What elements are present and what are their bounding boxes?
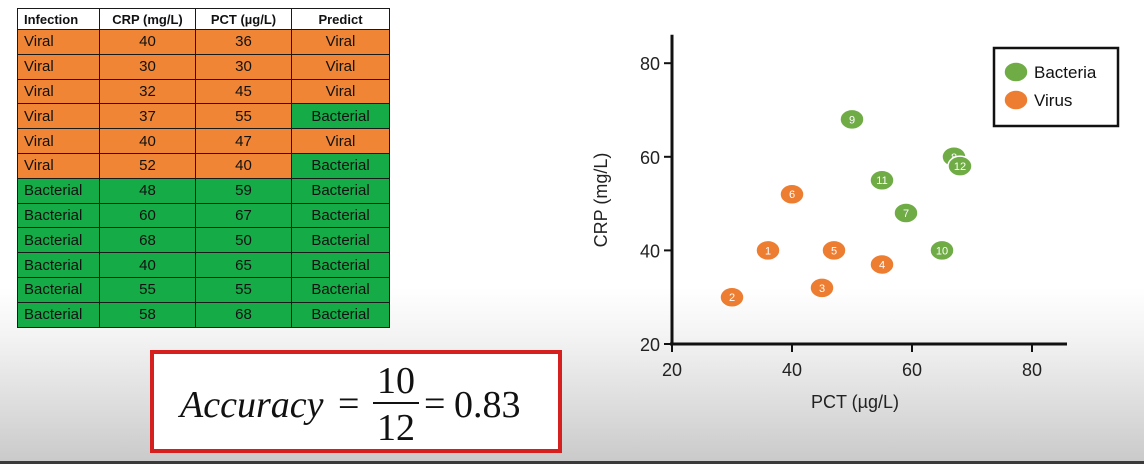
equals-sign: = xyxy=(338,383,360,425)
table-cell: Bacterial xyxy=(17,177,100,204)
table-cell: Viral xyxy=(17,103,100,130)
data-point xyxy=(869,253,895,276)
y-tick-label: 60 xyxy=(640,148,660,168)
x-tick-label: 80 xyxy=(1022,360,1042,380)
table-cell: Bacterial xyxy=(291,202,390,229)
table-cell: Viral xyxy=(17,53,100,80)
table-cell: 50 xyxy=(195,227,292,254)
table-cell: 55 xyxy=(195,276,292,303)
data-point-label: 2 xyxy=(729,292,735,304)
x-tick-label: 20 xyxy=(662,360,682,380)
data-point xyxy=(719,286,745,308)
column-header: PCT (µg/L) xyxy=(195,8,292,30)
x-tick-label: 60 xyxy=(902,360,922,380)
data-point xyxy=(839,108,865,131)
legend-label: Bacteria xyxy=(1034,63,1097,82)
table-cell: Viral xyxy=(17,128,100,154)
table-cell: Viral xyxy=(291,53,390,80)
table-cell: 59 xyxy=(195,177,292,204)
y-tick-label: 20 xyxy=(640,335,660,355)
table-cell: 32 xyxy=(99,78,196,105)
table-cell: 65 xyxy=(195,252,292,278)
table-row: Viral 40 36 Viral xyxy=(17,29,390,55)
accuracy-formula-box: Accuracy = 10 12 = 0.83 xyxy=(150,350,562,453)
data-point xyxy=(821,239,847,262)
table-cell: Viral xyxy=(17,152,100,179)
table-cell: Viral xyxy=(17,78,100,105)
legend-box xyxy=(992,46,1120,128)
table-cell: 37 xyxy=(99,103,196,130)
legend-label: Virus xyxy=(1034,91,1072,110)
data-point-label: 7 xyxy=(903,208,909,220)
data-point-label: 5 xyxy=(831,245,837,257)
data-point xyxy=(947,155,973,177)
fraction-line xyxy=(373,402,419,404)
y-tick-label: 40 xyxy=(640,241,660,261)
table-cell: Viral xyxy=(291,128,390,154)
table-cell: Bacterial xyxy=(291,276,390,303)
data-point-label: 4 xyxy=(879,259,885,271)
table-cell: 55 xyxy=(195,103,292,130)
table-row: Bacterial 40 65 Bacterial xyxy=(17,252,390,278)
data-point xyxy=(929,239,955,262)
bottom-border xyxy=(0,461,1144,464)
table-row: Viral 52 40 Bacterial xyxy=(17,152,390,179)
table-cell: Bacterial xyxy=(17,301,100,328)
data-point-label: 9 xyxy=(849,114,855,126)
data-point xyxy=(809,277,835,299)
table-cell: 47 xyxy=(195,128,292,154)
data-point-label: 11 xyxy=(876,175,887,187)
table-cell: 52 xyxy=(99,152,196,179)
table-row: Viral 37 55 Bacterial xyxy=(17,103,390,130)
table-row: Bacterial 68 50 Bacterial xyxy=(17,227,390,254)
table-cell: 68 xyxy=(99,227,196,254)
y-axis-label: CRP (mg/L) xyxy=(591,153,611,248)
data-point xyxy=(779,183,805,205)
table-cell: 30 xyxy=(99,53,196,80)
data-point-label: 3 xyxy=(819,283,825,295)
legend-marker xyxy=(1003,89,1029,111)
table-cell: 60 xyxy=(99,202,196,229)
accuracy-result: 0.83 xyxy=(454,384,521,426)
y-tick-label: 80 xyxy=(640,54,660,74)
table-cell: Bacterial xyxy=(17,227,100,254)
table-cell: Bacterial xyxy=(291,152,390,179)
equals-sign: = xyxy=(424,383,446,425)
table-row: Viral 30 30 Viral xyxy=(17,53,390,80)
table-cell: Bacterial xyxy=(291,252,390,278)
data-table: Infection CRP (mg/L) PCT (µg/L) Predict Vir… xyxy=(17,8,390,328)
table-cell: 67 xyxy=(195,202,292,229)
data-point xyxy=(893,202,919,224)
data-point-label: 12 xyxy=(954,161,966,173)
table-row: Bacterial 55 55 Bacterial xyxy=(17,276,390,303)
data-point-label: 10 xyxy=(936,245,948,257)
table-cell: 58 xyxy=(99,301,196,328)
data-point xyxy=(755,239,781,262)
data-point xyxy=(869,169,895,191)
table-row: Bacterial 60 67 Bacterial xyxy=(17,202,390,229)
column-header: Predict xyxy=(291,8,390,30)
table-row: Bacterial 58 68 Bacterial xyxy=(17,301,390,328)
accuracy-denominator: 12 xyxy=(377,407,415,449)
x-tick-label: 40 xyxy=(782,360,802,380)
table-row: Viral 40 47 Viral xyxy=(17,128,390,154)
data-point-label: 6 xyxy=(789,189,795,201)
table-cell: 30 xyxy=(195,53,292,80)
column-header: CRP (mg/L) xyxy=(99,8,196,30)
accuracy-label: Accuracy xyxy=(180,384,324,426)
table-cell: 55 xyxy=(99,276,196,303)
table-header-row: Infection CRP (mg/L) PCT (µg/L) Predict xyxy=(17,8,390,30)
table-cell: Viral xyxy=(291,78,390,105)
x-axis-label: PCT (µg/L) xyxy=(811,392,899,412)
table-cell: Bacterial xyxy=(291,301,390,328)
table-cell: Bacterial xyxy=(291,227,390,254)
column-header: Infection xyxy=(17,8,100,30)
accuracy-numerator: 10 xyxy=(377,360,415,402)
table-row: Bacterial 48 59 Bacterial xyxy=(17,177,390,204)
table-cell: Bacterial xyxy=(291,103,390,130)
table-cell: 40 xyxy=(99,252,196,278)
data-point-label: 1 xyxy=(765,245,771,257)
legend-marker xyxy=(1003,61,1029,83)
